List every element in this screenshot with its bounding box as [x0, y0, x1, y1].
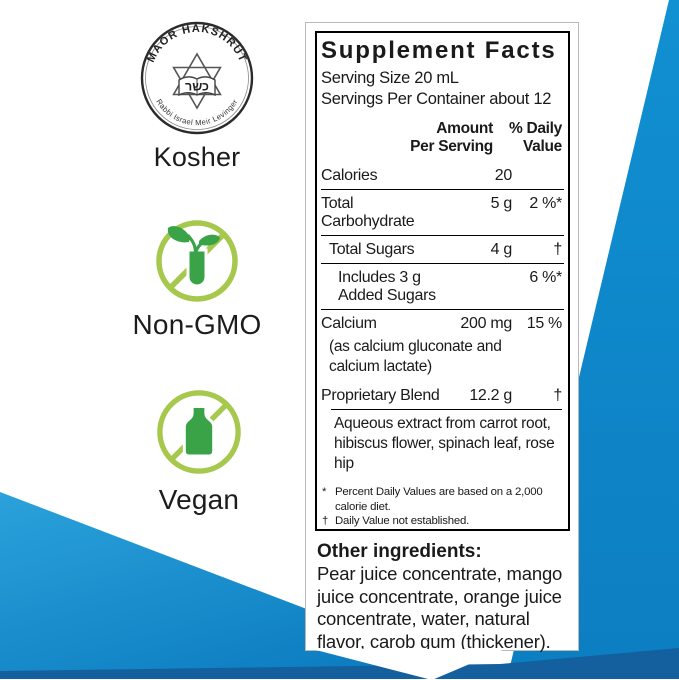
- blend-description: Aqueous extract from carrot root, hibisc…: [331, 409, 562, 481]
- seal-outer-ring: [140, 21, 254, 135]
- nutrient-dv: 6 %*: [529, 268, 562, 286]
- vegan-badge: Vegan: [107, 388, 291, 516]
- no-gmo-icon: [156, 220, 238, 302]
- card-tail: [312, 649, 505, 680]
- vegan-label: Vegan: [158, 484, 240, 515]
- non-gmo-label: Non-GMO: [132, 309, 262, 340]
- nutrient-row-calories: Calories 20: [321, 162, 564, 189]
- nutrient-row-calcium: Calcium 200 mg 15 %: [321, 309, 564, 337]
- prohibited-circle: [157, 390, 241, 474]
- nutrient-amount: 5 g: [490, 194, 513, 212]
- test-tube-sprout-icon: [167, 226, 220, 288]
- other-ingredients-section: Other ingredients: Pear juice concentrat…: [317, 540, 569, 653]
- nutrient-dv: †: [553, 240, 562, 258]
- column-header-amount: Amount Per Serving: [410, 120, 493, 155]
- footnotes: * Percent Daily Values are based on a 2,…: [321, 481, 564, 531]
- kosher-seal-icon: MAOR HAKSHRUT Rabbi Israel Meir Levinger…: [140, 21, 254, 135]
- other-ingredients-text: Pear juice concentrate, mango juice conc…: [317, 563, 563, 652]
- footnote-row: * Percent Daily Values are based on a 2,…: [322, 485, 563, 514]
- prohibited-circle: [156, 220, 238, 302]
- column-header-dv: % Daily Value: [508, 120, 562, 155]
- nutrient-amount: 12.2 g: [469, 386, 512, 404]
- footnote-row: † Daily Value not established.: [322, 514, 563, 529]
- panel-title: Supplement Facts: [321, 37, 557, 64]
- nutrient-name: Includes 3 g Added Sugars: [338, 268, 436, 304]
- footnote-text: Daily Value not established.: [335, 515, 470, 527]
- nutrient-dv: †: [553, 386, 562, 404]
- kosher-label: Kosher: [153, 142, 241, 172]
- dark-blue-band-bottom: [0, 648, 679, 679]
- open-book-icon: כשר: [178, 76, 216, 97]
- nutrient-row-total-sugars: Total Sugars 4 g †: [321, 235, 564, 263]
- footnote-text: Percent Daily Values are based on a 2,00…: [335, 486, 543, 513]
- footnote-marker: *: [322, 486, 327, 498]
- nutrient-amount: 4 g: [490, 240, 513, 258]
- serving-size-text: Serving Size 20 mL: [321, 69, 459, 87]
- nutrient-name: Calories: [321, 166, 378, 184]
- product-card: Supplement Facts Serving Size 20 mL Serv…: [305, 22, 579, 653]
- calcium-source-note: (as calcium gluconate and calcium lactat…: [329, 338, 502, 375]
- servings-per-container-text: Servings Per Container about 12: [321, 90, 552, 108]
- nutrient-dv: 2 %*: [529, 194, 562, 212]
- nutrient-dv: 15 %: [526, 314, 563, 332]
- nutrient-row-added-sugars: Includes 3 g Added Sugars 6 %*: [321, 263, 564, 309]
- nutrient-name: Total Carbohydrate: [321, 194, 415, 230]
- supplement-facts-panel: Supplement Facts Serving Size 20 mL Serv…: [315, 31, 570, 531]
- other-ingredients-heading: Other ingredients:: [317, 541, 482, 562]
- proprietary-blend-row: Proprietary Blend 12.2 g †: [321, 382, 564, 409]
- column-headers: Amount Per Serving % Daily Value: [321, 114, 564, 162]
- non-gmo-badge: Non-GMO: [105, 219, 289, 341]
- nutrient-amount: 200 mg: [460, 314, 512, 332]
- nutrient-name: Total Sugars: [329, 240, 415, 258]
- footnote-marker: †: [322, 515, 329, 527]
- nutrient-amount: 20: [494, 166, 513, 184]
- milk-bottle-icon: [182, 405, 216, 458]
- hebrew-kosher-text: כשר: [185, 80, 209, 94]
- kosher-badge: MAOR HAKSHRUT Rabbi Israel Meir Levinger…: [130, 20, 264, 173]
- nutrient-name: Proprietary Blend: [321, 386, 440, 404]
- nutrient-name: Calcium: [321, 314, 377, 332]
- nutrient-row-carbohydrate: Total Carbohydrate 5 g 2 %*: [321, 189, 564, 235]
- no-dairy-icon: [157, 390, 241, 474]
